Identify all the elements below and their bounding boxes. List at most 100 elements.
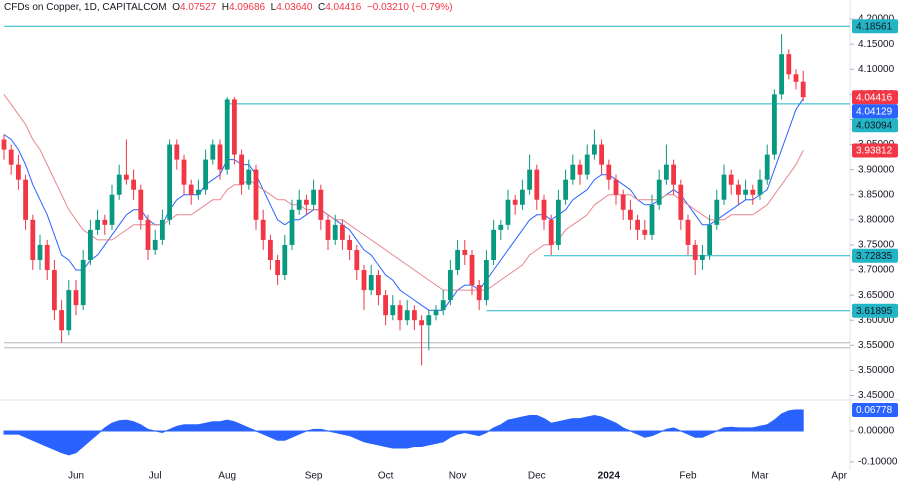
candle-body <box>354 249 360 271</box>
candle-body <box>73 290 79 306</box>
candle-body <box>793 74 799 82</box>
candle-body <box>469 254 475 286</box>
candle-body <box>642 229 648 235</box>
candle-body <box>628 209 633 220</box>
candle-body <box>750 189 756 195</box>
price-badge-label: 4.04129 <box>856 106 893 117</box>
candle-body <box>188 184 194 195</box>
price-badge <box>852 118 898 133</box>
symbol: CFDs on Copper, 1D, CAPITALCOM <box>4 2 167 13</box>
price-badge-label: 3.72835 <box>856 251 893 262</box>
candle-body <box>52 270 57 311</box>
candle-body <box>332 224 338 240</box>
candle-body <box>116 174 122 195</box>
candle-body <box>340 224 345 240</box>
candle-body <box>491 229 496 260</box>
indicator-area <box>3 409 804 456</box>
change: −0.03210 (−0.79%) <box>366 2 453 13</box>
candle-body <box>426 315 432 326</box>
candle-body <box>692 244 698 260</box>
y-tick-label: 3.80000 <box>858 214 895 225</box>
candle-body <box>743 189 748 195</box>
candle-body <box>224 99 230 170</box>
candle-body <box>95 219 100 230</box>
candle-body <box>268 239 273 260</box>
candle-body <box>779 54 784 95</box>
candle-body <box>721 174 727 200</box>
candle-body <box>8 149 14 165</box>
x-tick-label: Apr <box>831 471 847 482</box>
candle-body <box>152 239 158 250</box>
candle-body <box>253 169 259 220</box>
candle-body <box>440 300 446 311</box>
candle-body <box>577 164 583 175</box>
candle-body <box>649 204 655 235</box>
ohlc-value: 4.09686 <box>228 2 266 13</box>
candle-body <box>656 179 662 205</box>
candle-body <box>296 199 302 210</box>
candle-body <box>484 259 489 301</box>
candle-body <box>541 199 547 220</box>
candle-body <box>181 159 187 185</box>
candle-body <box>217 144 223 170</box>
legend-header: CFDs on Copper, 1D, CAPITALCOM O4.07527 … <box>4 2 453 13</box>
candle-body <box>246 169 252 185</box>
x-tick-label: Aug <box>218 471 236 482</box>
candle-body <box>664 164 669 180</box>
candle-body <box>304 199 309 205</box>
y-tick-label: 4.20000 <box>858 14 895 25</box>
candle-body <box>448 270 453 301</box>
y-tick-label: 3.50000 <box>858 365 895 376</box>
candle-body <box>520 189 525 205</box>
price-badge-label: 3.61895 <box>856 306 893 317</box>
price-badge-label: 4.04416 <box>856 92 893 103</box>
x-tick-label: Oct <box>378 471 394 482</box>
candle-body <box>397 305 403 321</box>
y-tick-label: 3.85000 <box>858 189 895 200</box>
candle-body <box>613 179 619 195</box>
candle-body <box>232 99 237 155</box>
candle-body <box>772 94 777 155</box>
candle-body <box>289 209 295 245</box>
candle-body <box>368 275 374 291</box>
price-badge <box>852 143 898 158</box>
candle-body <box>59 310 64 331</box>
candle-body <box>620 194 626 210</box>
price-badge <box>852 90 898 105</box>
y-tick-label: -0.10000 <box>858 457 898 468</box>
candle-body <box>390 305 396 316</box>
candle-body <box>16 164 21 180</box>
candle-body <box>275 259 280 276</box>
candle-body <box>534 169 540 200</box>
price-badge <box>852 402 898 417</box>
x-tick-label: Mar <box>751 471 769 482</box>
candle-body <box>131 179 136 190</box>
ohlc-key: H <box>221 2 229 13</box>
y-tick-label: 0.00000 <box>858 426 895 437</box>
x-tick-label: Jul <box>149 471 162 482</box>
x-tick-label: 2024 <box>598 471 621 482</box>
ohlc-value: 4.03640 <box>276 2 313 13</box>
y-tick-label: 4.15000 <box>858 39 895 50</box>
price-badge-label: 0.06778 <box>856 405 893 416</box>
candle-body <box>728 174 734 185</box>
candle-body <box>37 244 43 260</box>
x-tick-label: Dec <box>528 471 546 482</box>
x-tick-label: Nov <box>449 471 467 482</box>
ohlc-key: L <box>270 2 277 13</box>
candle-body <box>361 270 367 291</box>
price-badge <box>852 303 898 318</box>
candle-body <box>505 199 511 225</box>
candle-body <box>570 164 576 180</box>
candle-body <box>584 154 590 175</box>
y-tick-label: 3.90000 <box>858 164 895 175</box>
candle-body <box>462 249 468 255</box>
candle-body <box>196 189 201 195</box>
candle-body <box>203 159 208 190</box>
candle-body <box>800 81 806 98</box>
candle-body <box>102 219 108 225</box>
candle-body <box>88 229 93 260</box>
candle-body <box>455 249 460 271</box>
candle-body <box>23 179 28 220</box>
